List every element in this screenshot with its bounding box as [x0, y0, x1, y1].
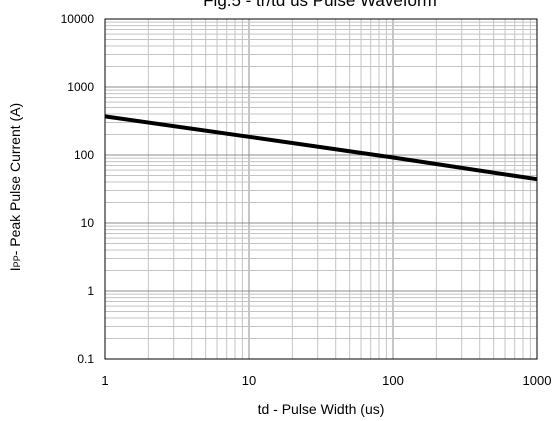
- x-tick-labels: 1 10 100 1000: [101, 373, 551, 388]
- x-tick-label: 10: [242, 373, 256, 388]
- y-tick-labels: 0.1 1 10 100 1000 10000: [61, 12, 95, 366]
- y-tick-label: 1000: [67, 80, 94, 94]
- x-tick-label: 1000: [523, 373, 552, 388]
- y-axis-label-prefix: I: [7, 267, 23, 271]
- x-tick-label: 1: [101, 373, 108, 388]
- y-axis-label-rest: - Peak Pulse Current (A): [7, 103, 23, 256]
- x-tick-label: 100: [382, 373, 404, 388]
- y-tick-label: 1: [87, 284, 94, 298]
- y-tick-label: 10000: [61, 12, 95, 26]
- chart-title: Fig.5 - tr/td us Pulse Waveform: [203, 0, 437, 10]
- plot-frame: [104, 18, 538, 360]
- y-tick-label: 100: [74, 148, 94, 162]
- y-tick-label: 10: [81, 216, 95, 230]
- series-line: [104, 114, 538, 182]
- y-axis-label-subscript: PP: [12, 255, 22, 267]
- y-tick-label: 0.1: [77, 352, 94, 366]
- y-axis-label: IPP- Peak Pulse Current (A): [7, 103, 23, 271]
- x-axis-label: td - Pulse Width (us): [258, 401, 385, 417]
- series-group: [104, 114, 538, 182]
- grid: [104, 19, 537, 360]
